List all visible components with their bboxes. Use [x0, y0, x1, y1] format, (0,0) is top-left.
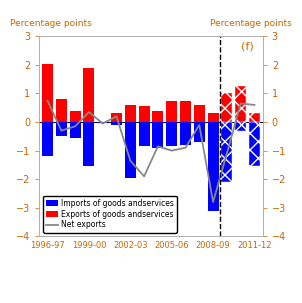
Bar: [235, 86, 246, 122]
Legend: Imports of goods andservices, Exports of goods andservices, Net exports: Imports of goods andservices, Exports of…: [43, 196, 177, 232]
Bar: [125, 105, 136, 122]
Bar: [111, 114, 122, 122]
Bar: [125, 122, 136, 178]
Bar: [139, 122, 149, 146]
Text: Percentage points: Percentage points: [210, 19, 292, 28]
Bar: [42, 64, 53, 122]
Bar: [166, 101, 177, 122]
Bar: [194, 105, 205, 122]
Bar: [221, 94, 233, 122]
Bar: [235, 122, 246, 131]
Bar: [111, 122, 122, 125]
Bar: [139, 106, 149, 122]
Bar: [69, 122, 81, 138]
Bar: [180, 101, 191, 122]
Bar: [56, 99, 67, 122]
Bar: [207, 114, 219, 122]
Bar: [83, 68, 95, 122]
Bar: [166, 122, 177, 146]
Bar: [97, 122, 108, 124]
Bar: [153, 111, 163, 122]
Bar: [194, 122, 205, 142]
Text: (f): (f): [241, 41, 254, 52]
Text: Percentage points: Percentage points: [10, 19, 92, 28]
Bar: [42, 122, 53, 156]
Bar: [249, 114, 260, 122]
Bar: [221, 122, 233, 182]
Bar: [207, 122, 219, 211]
Bar: [180, 122, 191, 145]
Bar: [153, 122, 163, 148]
Bar: [56, 122, 67, 136]
Bar: [83, 122, 95, 166]
Bar: [249, 122, 260, 166]
Bar: [69, 111, 81, 122]
